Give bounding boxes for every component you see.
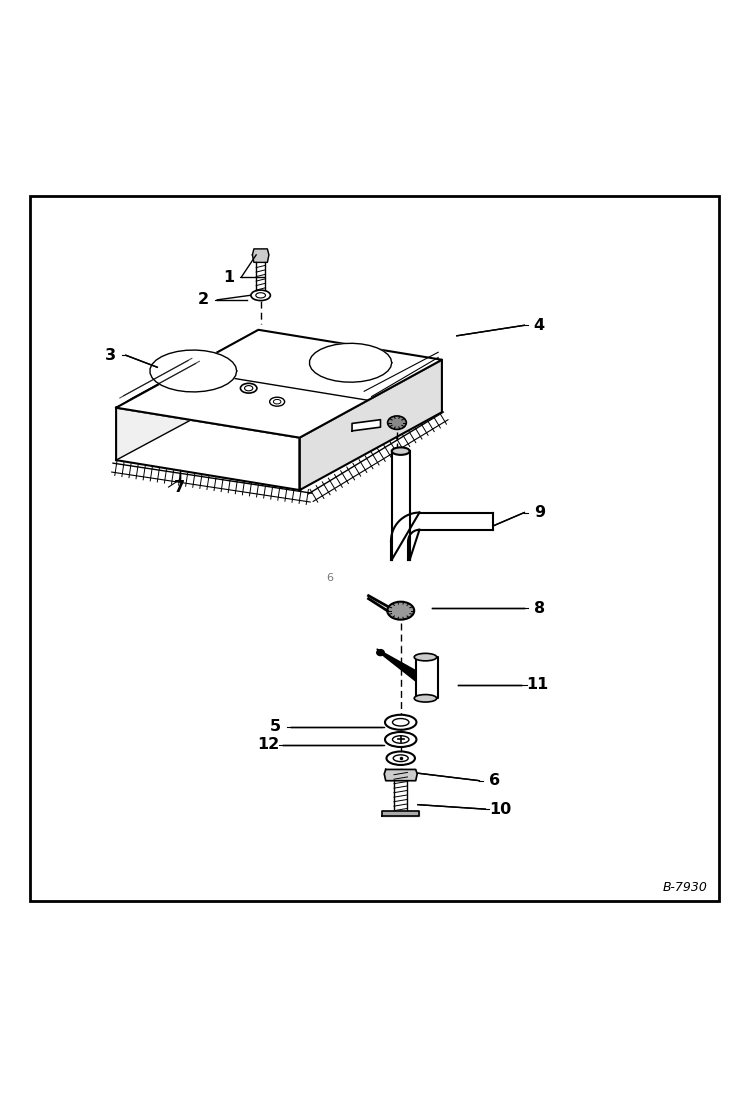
Polygon shape bbox=[309, 343, 392, 382]
Text: 1: 1 bbox=[223, 270, 234, 285]
Polygon shape bbox=[384, 769, 417, 781]
Text: 12: 12 bbox=[257, 737, 279, 753]
Polygon shape bbox=[419, 512, 493, 530]
Text: 5: 5 bbox=[270, 720, 281, 734]
Text: 11: 11 bbox=[527, 677, 549, 692]
Polygon shape bbox=[116, 330, 258, 460]
Polygon shape bbox=[382, 811, 419, 816]
Ellipse shape bbox=[414, 654, 437, 660]
Text: 10: 10 bbox=[489, 802, 512, 816]
Text: 8: 8 bbox=[534, 601, 545, 615]
Text: 2: 2 bbox=[198, 292, 209, 307]
Text: 6: 6 bbox=[326, 574, 333, 584]
Polygon shape bbox=[416, 657, 438, 699]
Text: 4: 4 bbox=[534, 318, 545, 332]
Text: 6: 6 bbox=[489, 773, 500, 788]
Ellipse shape bbox=[387, 601, 414, 620]
Ellipse shape bbox=[388, 416, 406, 429]
Polygon shape bbox=[391, 541, 410, 559]
Polygon shape bbox=[116, 330, 442, 438]
Ellipse shape bbox=[251, 290, 270, 301]
Ellipse shape bbox=[270, 397, 285, 406]
Ellipse shape bbox=[377, 649, 384, 656]
Text: 7: 7 bbox=[175, 479, 185, 495]
Polygon shape bbox=[252, 249, 269, 262]
Ellipse shape bbox=[414, 694, 437, 702]
Polygon shape bbox=[377, 648, 416, 681]
Polygon shape bbox=[391, 512, 419, 541]
Polygon shape bbox=[300, 360, 442, 490]
Ellipse shape bbox=[385, 715, 416, 730]
Text: 3: 3 bbox=[106, 348, 116, 363]
Text: 9: 9 bbox=[534, 505, 545, 520]
Ellipse shape bbox=[240, 383, 257, 393]
Ellipse shape bbox=[385, 732, 416, 747]
Polygon shape bbox=[150, 350, 237, 392]
Ellipse shape bbox=[386, 751, 415, 765]
Polygon shape bbox=[116, 408, 300, 490]
Ellipse shape bbox=[392, 448, 410, 455]
Text: B-7930: B-7930 bbox=[663, 881, 708, 894]
Polygon shape bbox=[392, 451, 410, 559]
Polygon shape bbox=[352, 420, 380, 431]
